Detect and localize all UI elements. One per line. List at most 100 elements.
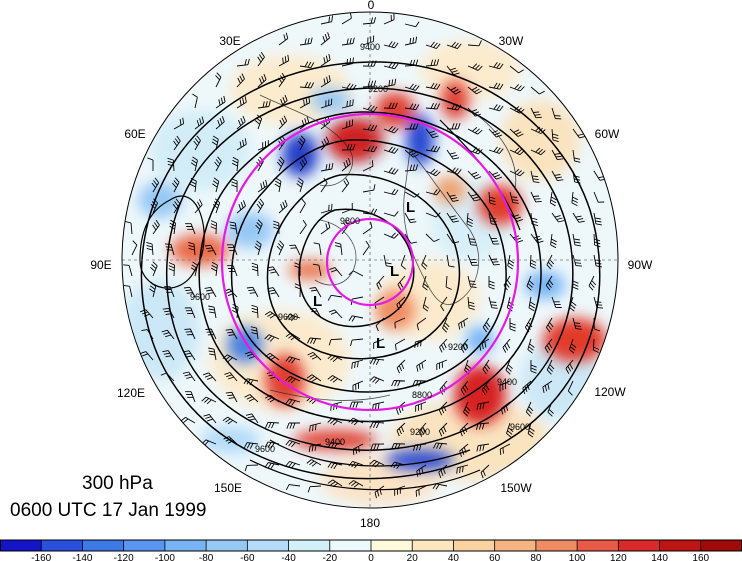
wind-barb (276, 156, 285, 172)
wind-barb (185, 391, 196, 403)
wind-barb (488, 296, 498, 309)
colorbar-swatch (0, 540, 42, 551)
wind-barb (373, 338, 385, 349)
wind-barb (189, 177, 197, 193)
wind-barb (405, 123, 419, 130)
wind-barb (299, 198, 306, 214)
wind-barb (567, 380, 574, 396)
wind-barb (188, 241, 196, 256)
wind-barb (278, 32, 289, 46)
wind-barb (467, 86, 482, 95)
wind-barb (125, 221, 133, 235)
wind-barb (313, 242, 322, 256)
wind-barb (509, 65, 524, 74)
wind-barb (257, 51, 265, 67)
wind-barb (208, 347, 217, 361)
contour-label: 8800 (412, 390, 432, 400)
wind-barb (383, 13, 395, 25)
wind-barb (460, 338, 469, 353)
wind-barb (278, 94, 288, 109)
wind-barb (488, 233, 500, 245)
wind-barb (509, 168, 525, 177)
lon-label-60e: 60E (124, 127, 145, 141)
wind-barb (551, 149, 564, 161)
wind-barb (327, 479, 343, 488)
wind-barb (362, 104, 378, 112)
wind-barb (341, 12, 352, 25)
wind-barb (276, 240, 285, 256)
wind-barb (488, 104, 504, 112)
wind-barb (236, 200, 246, 214)
wind-barb (215, 95, 226, 109)
wind-barb (551, 128, 559, 143)
wind-barb (151, 177, 160, 193)
wind-barb (425, 128, 439, 139)
wind-barb (257, 100, 271, 109)
longitude-labels: 0 30W 60W 90W 120W 150W 180 150E 120E 90… (90, 0, 653, 530)
wind-barb (488, 146, 504, 154)
wind-barb (329, 267, 343, 277)
wind-barb (467, 191, 481, 202)
wind-barb (425, 102, 441, 110)
wind-barb (211, 135, 219, 151)
wind-barb (569, 296, 577, 312)
wind-barb (383, 188, 399, 196)
wind-barb (446, 86, 461, 95)
wind-barb (509, 128, 524, 137)
colorbar-tick-label: -160 (31, 553, 51, 561)
wind-barb (211, 261, 218, 277)
wind-barb (362, 240, 370, 256)
wind-barb (251, 262, 259, 277)
contour-label: 9800 (340, 216, 360, 226)
wind-barb (341, 143, 356, 151)
lon-label-120e: 120E (117, 386, 145, 400)
wind-barb (264, 311, 280, 319)
wind-barb (488, 254, 500, 266)
wind-barb (227, 265, 238, 277)
wind-barb (222, 416, 238, 425)
contour-labels: 9400 9200 9600 9600 9800 9600 9400 9200 … (190, 42, 530, 454)
wind-barb (383, 102, 398, 109)
low-marker: L (313, 293, 322, 310)
wind-barb (299, 157, 308, 172)
wind-barb (169, 219, 177, 235)
wind-barb (488, 191, 496, 206)
low-marker: L (376, 335, 385, 352)
wind-barb (299, 81, 315, 89)
wind-barb (525, 401, 534, 417)
wind-barb (467, 275, 477, 288)
wind-barb (285, 375, 301, 384)
wind-barb (425, 59, 440, 67)
wind-barb (425, 189, 441, 196)
wind-barb (286, 422, 300, 429)
wind-barb (150, 261, 158, 277)
colorbar-tick-label: 140 (651, 553, 668, 561)
wind-barb (183, 286, 196, 298)
wind-barb (327, 294, 343, 301)
wind-barb (267, 266, 280, 277)
wind-barb (476, 443, 490, 452)
wind-barb (225, 328, 238, 340)
wind-barb (327, 462, 343, 470)
wind-barb (172, 177, 180, 193)
wind-barb (320, 15, 334, 25)
wind-barb (499, 443, 511, 455)
wind-barb (285, 356, 301, 364)
wind-barb (530, 233, 544, 244)
map-boundary (121, 11, 619, 509)
wind-barb (161, 329, 175, 340)
wind-barb (571, 191, 579, 207)
wind-barb (396, 422, 406, 437)
wind-barb (546, 359, 555, 375)
wind-barb (227, 244, 238, 256)
wind-barb (500, 401, 511, 415)
wind-barb (467, 296, 475, 311)
contour-label: 9400 (360, 42, 380, 52)
wind-barb (307, 351, 322, 361)
wind-barb (446, 167, 462, 175)
wind-barb (383, 232, 399, 239)
wind-barb (327, 354, 343, 362)
wind-barb (236, 58, 250, 67)
wind-barb (147, 157, 154, 171)
colorbar: -160 -140 -120 -100 -80 -60 -40 -20 0 20 40 60 80 100… (0, 539, 742, 561)
